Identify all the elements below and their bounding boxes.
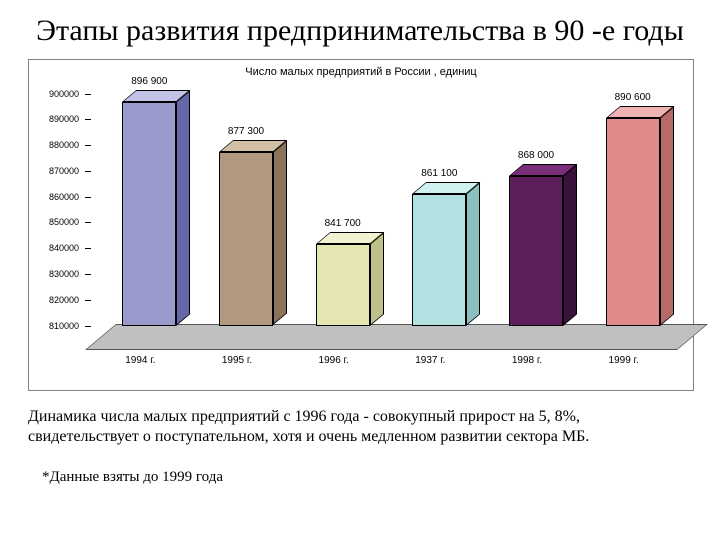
bar-value-label: 877 300	[214, 126, 279, 137]
bar-side	[466, 182, 480, 325]
y-tick-label: 870000	[35, 166, 79, 176]
bar-side	[176, 90, 190, 326]
y-tick-mark	[85, 222, 91, 223]
y-tick-label: 880000	[35, 140, 79, 150]
bars-layer: 896 900 877 300 841 700 861 100 868 000 890 6…	[95, 94, 675, 326]
y-tick-label: 860000	[35, 192, 79, 202]
bar-front	[509, 176, 563, 326]
y-tick-label: 810000	[35, 321, 79, 331]
y-tick-label: 830000	[35, 269, 79, 279]
y-tick-mark	[85, 326, 91, 327]
bar-front	[316, 244, 370, 326]
y-tick-mark	[85, 94, 91, 95]
y-tick-label: 820000	[35, 295, 79, 305]
x-tick-label: 1994 г.	[100, 355, 180, 366]
chart-plot-area: 8100008200008300008400008500008600008700…	[85, 94, 675, 364]
bar-value-label: 868 000	[504, 150, 569, 161]
slide: Этапы развития предпринимательства в 90 …	[0, 0, 720, 540]
bar-value-label: 861 100	[407, 168, 472, 179]
y-tick-label: 850000	[35, 217, 79, 227]
y-tick-label: 900000	[35, 89, 79, 99]
bar: 841 700	[316, 244, 370, 326]
bar-value-label: 896 900	[117, 76, 182, 87]
y-tick-mark	[85, 248, 91, 249]
y-tick-mark	[85, 171, 91, 172]
page-title: Этапы развития предпринимательства в 90 …	[28, 14, 692, 49]
chart-container: Число малых предприятий в России , едини…	[28, 59, 694, 391]
x-tick-label: 1998 г.	[487, 355, 567, 366]
bar-front	[219, 152, 273, 325]
chart-floor	[85, 324, 708, 350]
bar-front	[412, 194, 466, 326]
caption-text: Динамика числа малых предприятий с 1996 …	[28, 407, 692, 447]
x-tick-label: 1995 г.	[197, 355, 277, 366]
bar-side	[660, 106, 674, 326]
bar: 861 100	[412, 194, 466, 326]
bar-side	[563, 164, 577, 325]
bar-value-label: 890 600	[600, 92, 665, 103]
y-tick-mark	[85, 300, 91, 301]
x-tick-label: 1996 г.	[294, 355, 374, 366]
bar-value-label: 841 700	[310, 218, 375, 229]
footnote-text: *Данные взяты до 1999 года	[42, 469, 692, 486]
bar-side	[273, 140, 287, 325]
x-tick-label: 1999 г.	[584, 355, 664, 366]
y-tick-mark	[85, 145, 91, 146]
bar-front	[606, 118, 660, 326]
bar: 877 300	[219, 152, 273, 325]
y-tick-label: 840000	[35, 243, 79, 253]
y-tick-label: 890000	[35, 114, 79, 124]
bar: 890 600	[606, 118, 660, 326]
x-tick-label: 1937 г.	[390, 355, 470, 366]
bar: 896 900	[122, 102, 176, 326]
bar: 868 000	[509, 176, 563, 326]
y-tick-mark	[85, 119, 91, 120]
bar-side	[370, 232, 384, 325]
y-tick-mark	[85, 197, 91, 198]
bar-front	[122, 102, 176, 326]
y-tick-mark	[85, 274, 91, 275]
